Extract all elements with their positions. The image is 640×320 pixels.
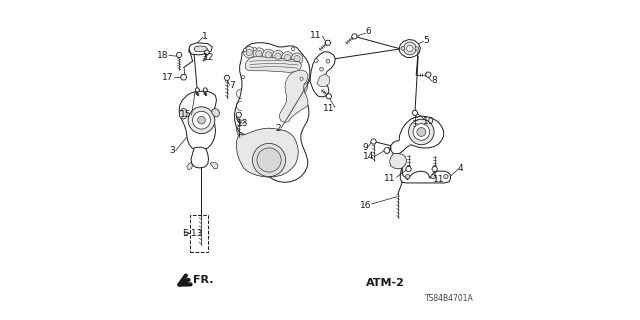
Polygon shape: [371, 139, 376, 144]
Text: 11: 11: [323, 104, 334, 113]
Polygon shape: [180, 75, 187, 80]
Text: 14: 14: [363, 152, 374, 161]
Circle shape: [417, 127, 426, 136]
Circle shape: [241, 76, 244, 79]
Text: 11: 11: [385, 174, 396, 183]
Polygon shape: [426, 72, 431, 77]
Circle shape: [188, 107, 215, 133]
Text: FR.: FR.: [193, 276, 213, 285]
Polygon shape: [176, 52, 182, 57]
Polygon shape: [325, 40, 331, 45]
Circle shape: [241, 120, 244, 123]
Polygon shape: [210, 163, 218, 169]
Circle shape: [275, 53, 281, 59]
Polygon shape: [179, 108, 187, 119]
Polygon shape: [194, 46, 207, 52]
Polygon shape: [191, 147, 209, 168]
Circle shape: [257, 148, 281, 172]
Polygon shape: [298, 84, 308, 93]
Circle shape: [272, 50, 284, 62]
Polygon shape: [235, 43, 310, 182]
Text: 3: 3: [170, 146, 175, 155]
Circle shape: [403, 42, 416, 55]
Circle shape: [193, 111, 211, 129]
Circle shape: [405, 174, 410, 179]
Text: 11: 11: [433, 175, 444, 184]
Circle shape: [198, 116, 205, 124]
Text: 9: 9: [362, 143, 368, 152]
Circle shape: [284, 54, 291, 60]
Circle shape: [253, 48, 264, 59]
Polygon shape: [212, 108, 220, 117]
Circle shape: [244, 49, 246, 52]
Circle shape: [252, 143, 285, 177]
Text: 13: 13: [237, 119, 248, 128]
Circle shape: [291, 53, 303, 64]
Polygon shape: [237, 128, 298, 177]
Text: 2: 2: [275, 124, 280, 133]
Circle shape: [320, 67, 323, 71]
Polygon shape: [384, 148, 390, 153]
Text: E-13: E-13: [182, 229, 202, 238]
Polygon shape: [195, 88, 200, 92]
Polygon shape: [317, 74, 330, 87]
Polygon shape: [310, 52, 335, 97]
Text: 11: 11: [310, 31, 322, 40]
Polygon shape: [187, 163, 193, 170]
Polygon shape: [399, 40, 420, 57]
Circle shape: [282, 52, 293, 63]
Circle shape: [265, 52, 271, 58]
Circle shape: [262, 49, 274, 60]
Polygon shape: [204, 50, 209, 54]
Polygon shape: [406, 166, 412, 172]
Circle shape: [408, 119, 434, 145]
Circle shape: [444, 174, 448, 179]
Circle shape: [431, 174, 435, 179]
Text: TS84B4701A: TS84B4701A: [425, 294, 474, 303]
Polygon shape: [391, 116, 444, 154]
Text: 12: 12: [204, 53, 215, 62]
Polygon shape: [432, 166, 438, 172]
Polygon shape: [390, 154, 406, 169]
Text: 8: 8: [431, 76, 437, 85]
Circle shape: [246, 49, 252, 55]
Text: 16: 16: [360, 201, 371, 210]
Text: 15: 15: [179, 110, 191, 119]
Circle shape: [413, 124, 429, 140]
Circle shape: [300, 77, 303, 80]
Polygon shape: [326, 94, 332, 99]
Circle shape: [253, 48, 256, 51]
Polygon shape: [189, 43, 212, 55]
Text: 10: 10: [422, 116, 434, 126]
Circle shape: [406, 45, 413, 52]
Polygon shape: [224, 75, 230, 80]
Polygon shape: [412, 110, 418, 115]
Text: 17: 17: [162, 73, 173, 82]
Polygon shape: [236, 112, 242, 117]
Polygon shape: [279, 70, 308, 123]
Polygon shape: [351, 34, 357, 39]
Circle shape: [415, 47, 419, 50]
Circle shape: [294, 55, 300, 62]
Polygon shape: [245, 56, 301, 72]
Circle shape: [255, 50, 262, 57]
Polygon shape: [400, 166, 451, 183]
Text: ATM-2: ATM-2: [366, 278, 404, 288]
Text: 7: 7: [229, 81, 235, 90]
Polygon shape: [203, 88, 207, 92]
Circle shape: [314, 59, 318, 62]
Bar: [190, 215, 209, 252]
Circle shape: [326, 59, 330, 63]
Circle shape: [244, 47, 255, 58]
Circle shape: [401, 47, 404, 50]
Text: 4: 4: [458, 164, 463, 173]
Text: 6: 6: [365, 28, 371, 36]
Polygon shape: [179, 91, 216, 150]
Text: 18: 18: [157, 51, 169, 60]
Text: 5: 5: [423, 36, 429, 45]
Circle shape: [291, 48, 294, 51]
Text: 1: 1: [202, 32, 208, 41]
